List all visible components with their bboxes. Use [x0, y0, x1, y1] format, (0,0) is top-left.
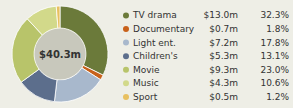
legend-label: Documentary — [133, 24, 195, 34]
legend-share: 17.8% — [260, 38, 289, 48]
legend-share: 23.0% — [260, 65, 289, 75]
slice — [56, 6, 60, 28]
legend-label: TV drama — [132, 10, 177, 20]
legend-label: Light ent. — [133, 38, 176, 48]
legend-dot — [123, 80, 129, 86]
legend-dot — [123, 40, 129, 46]
legend-value: $4.3m — [209, 78, 238, 88]
legend-dot — [123, 26, 129, 32]
legend-value: $13.0m — [203, 10, 238, 20]
legend: TV drama $13.0m 32.3% Documentary $0.7m 1.8% L… — [123, 10, 289, 101]
background — [0, 0, 293, 108]
legend-share: 1.8% — [266, 24, 289, 34]
legend-value: $0.5m — [209, 92, 238, 102]
legend-share: 13.1% — [260, 51, 289, 61]
legend-value: $5.3m — [209, 51, 238, 61]
legend-dot — [123, 67, 129, 73]
legend-value: $0.7m — [209, 24, 238, 34]
center-label: $40.3m — [39, 49, 81, 60]
legend-dot — [123, 94, 129, 100]
legend-dot — [123, 12, 129, 18]
legend-label: Sport — [133, 92, 158, 102]
legend-share: 10.6% — [260, 78, 289, 88]
legend-share: 32.3% — [260, 10, 289, 20]
legend-dot — [123, 53, 129, 59]
legend-value: $7.2m — [209, 38, 238, 48]
donut-hole — [34, 28, 85, 79]
legend-share: 1.2% — [266, 92, 289, 102]
legend-value: $9.3m — [209, 65, 238, 75]
legend-label: Movie — [133, 65, 160, 75]
pie — [12, 6, 108, 102]
legend-label: Children's — [133, 51, 178, 61]
legend-label: Music — [133, 78, 159, 88]
chart: $40.3m TV drama $13.0m 32.3% Documentary $0.7… — [0, 0, 293, 108]
